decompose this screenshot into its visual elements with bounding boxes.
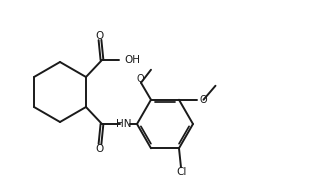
Text: HN: HN: [116, 119, 131, 129]
Text: Cl: Cl: [177, 167, 187, 177]
Text: O: O: [96, 31, 104, 41]
Text: O: O: [136, 74, 144, 84]
Text: OH: OH: [125, 55, 141, 65]
Text: O: O: [200, 95, 208, 105]
Text: O: O: [96, 144, 104, 154]
